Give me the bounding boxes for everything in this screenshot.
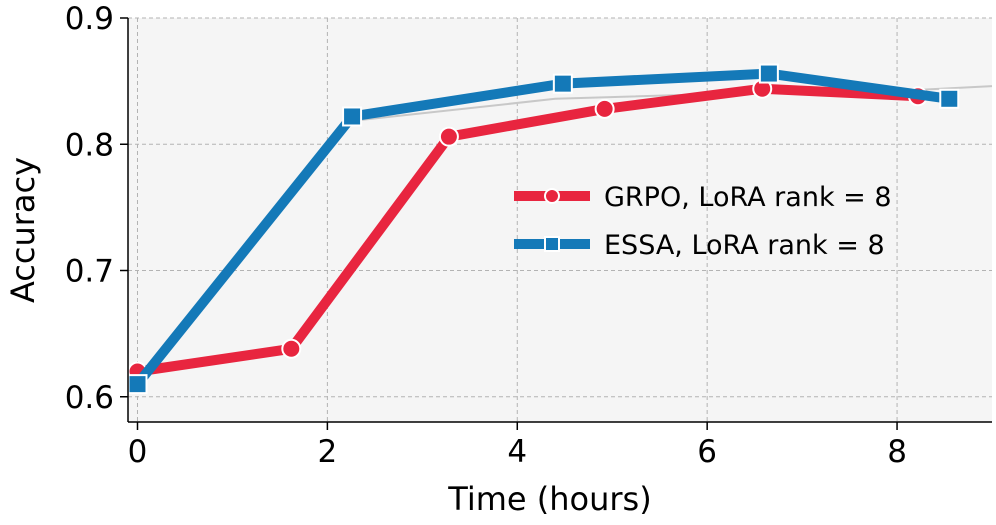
legend-entry-0: GRPO, LoRA rank = 8 — [514, 182, 892, 213]
tick-labels: 0 2 4 6 8 0.6 0.7 0.8 0.9 — [65, 1, 907, 470]
x-axis-title: Time (hours) — [447, 480, 651, 518]
x-tick-label-4: 8 — [887, 434, 907, 470]
grid-lines — [128, 17, 992, 422]
x-tick-label-3: 6 — [697, 434, 717, 470]
series-1-point-1 — [342, 106, 363, 127]
x-tick-label-1: 2 — [318, 434, 338, 470]
axes — [120, 17, 992, 430]
y-tick-label-3: 0.9 — [65, 1, 114, 37]
legend-label-0: GRPO, LoRA rank = 8 — [604, 182, 892, 213]
legend-swatch-marker-0 — [544, 188, 560, 204]
legend: GRPO, LoRA rank = 8 ESSA, LoRA rank = 8 — [514, 182, 892, 261]
series-1-point-3 — [758, 63, 779, 84]
series-1-point-4 — [939, 88, 960, 109]
legend-swatch-marker-1 — [544, 236, 560, 252]
y-tick-label-1: 0.7 — [65, 254, 114, 290]
x-tick-label-0: 0 — [128, 434, 148, 470]
series-0-point-3 — [594, 98, 615, 119]
series-0 — [127, 78, 928, 382]
legend-entry-1: ESSA, LoRA rank = 8 — [514, 230, 885, 261]
series-1-point-2 — [552, 73, 573, 94]
y-tick-label-2: 0.8 — [65, 127, 114, 163]
series-line-0 — [136, 83, 919, 377]
series-0-point-1 — [281, 338, 302, 359]
x-tick-label-2: 4 — [507, 434, 527, 470]
series-1-point-0 — [127, 374, 148, 395]
y-tick-label-0: 0.6 — [65, 380, 114, 416]
y-axis-title: Accuracy — [4, 157, 42, 303]
series-layer — [127, 63, 960, 395]
series-0-point-2 — [438, 126, 459, 147]
legend-label-1: ESSA, LoRA rank = 8 — [604, 230, 885, 261]
